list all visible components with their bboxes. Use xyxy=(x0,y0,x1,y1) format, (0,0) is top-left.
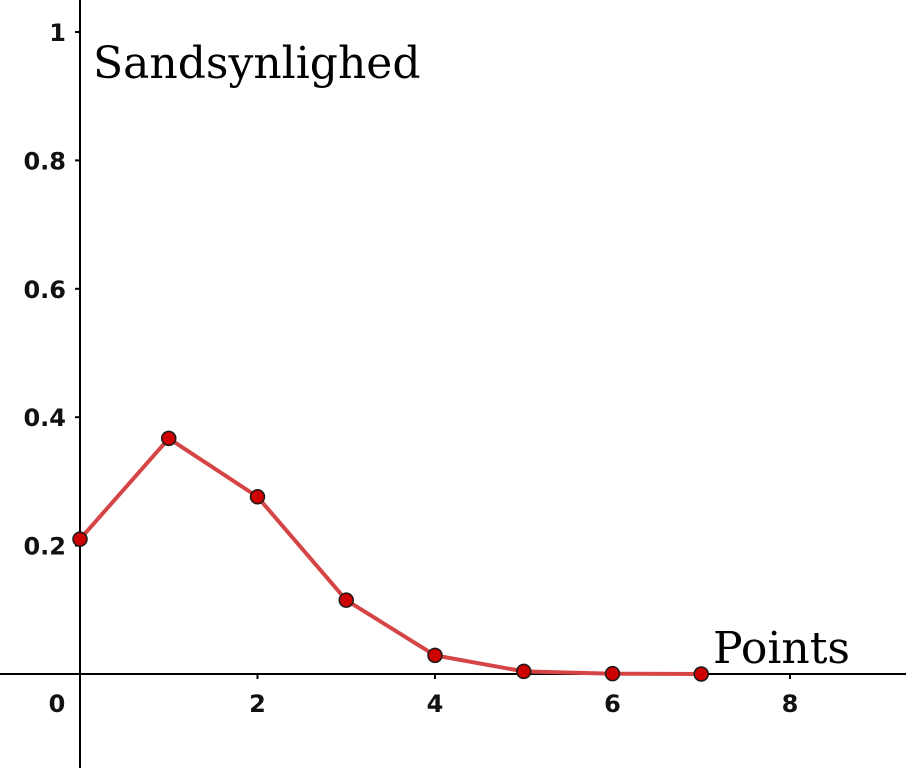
x-tick-label: 6 xyxy=(604,690,621,718)
y-tick-label: 0.2 xyxy=(23,533,66,561)
data-point xyxy=(427,647,443,664)
data-point xyxy=(516,663,532,680)
data-point xyxy=(693,666,709,682)
x-tick-label: 0 xyxy=(49,690,66,718)
y-axis-title: Sandsynlighed xyxy=(93,38,421,89)
series-line xyxy=(78,436,702,676)
y-tick-label: 0.8 xyxy=(23,147,66,175)
y-tick-label: 0.6 xyxy=(23,276,66,304)
data-point xyxy=(161,430,177,447)
x-tick-label: 4 xyxy=(427,690,444,718)
data-point xyxy=(249,489,266,505)
data-point xyxy=(338,592,354,608)
data-point xyxy=(604,665,621,682)
tick-labels: 0 2 4 6 8 0.2 0.4 0.6 0.8 1 xyxy=(23,19,798,718)
x-tick-label: 2 xyxy=(249,690,266,718)
data-point xyxy=(72,531,88,547)
y-tick-label: 0.4 xyxy=(23,404,66,432)
x-axis-title: Points xyxy=(713,623,850,674)
x-tick-label: 8 xyxy=(782,690,799,718)
y-tick-label: 1 xyxy=(49,19,66,47)
series-layer xyxy=(72,430,709,682)
